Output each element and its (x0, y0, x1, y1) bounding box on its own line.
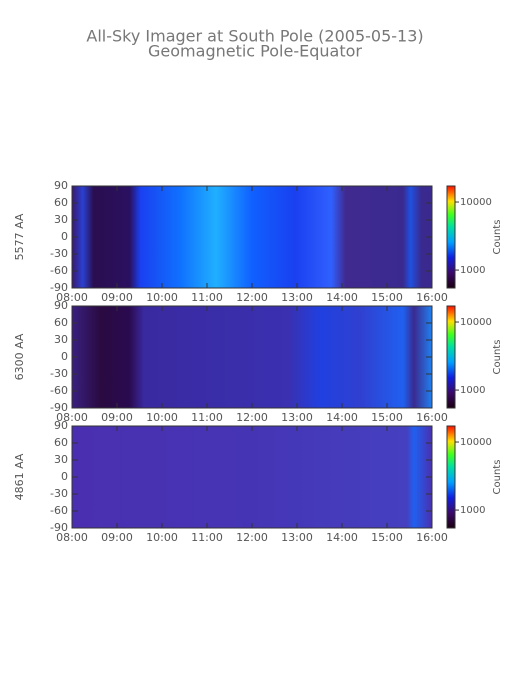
colorbar (446, 185, 456, 289)
x-tick-label: 14:00 (326, 411, 358, 424)
colorbar-tick-label: 10000 (460, 197, 492, 208)
x-tick-label: 15:00 (371, 411, 403, 424)
x-tick-label: 16:00 (416, 531, 448, 544)
y-tick-label: 90 (54, 419, 68, 432)
page-subtitle: Geomagnetic Pole-Equator (148, 42, 362, 61)
y-tick-label: 90 (54, 179, 68, 192)
x-tick-label: 12:00 (236, 531, 268, 544)
x-tick-label: 10:00 (146, 411, 178, 424)
y-tick-label: 0 (61, 350, 68, 363)
y-tick-label: -30 (50, 247, 68, 260)
x-tick-label: 16:00 (416, 291, 448, 304)
x-tick-label: 16:00 (416, 411, 448, 424)
colorbar-tick-label: 1000 (460, 265, 485, 276)
y-tick-label: -90 (50, 521, 68, 534)
colorbar-tick-label: 10000 (460, 437, 492, 448)
x-tick-label: 13:00 (281, 531, 313, 544)
y-tick-label: -60 (50, 504, 68, 517)
x-tick-label: 15:00 (371, 531, 403, 544)
colorbar-tick-label: 1000 (460, 385, 485, 396)
x-tick-label: 11:00 (191, 411, 223, 424)
y-tick-label: 0 (61, 470, 68, 483)
colorbar (446, 305, 456, 409)
colorbar-label: Counts (492, 220, 503, 255)
y-tick-label: 30 (54, 333, 68, 346)
heatmap-image (72, 426, 432, 528)
page-title: All-Sky Imager at South Pole (2005-05-13… (86, 27, 423, 46)
x-tick-label: 09:00 (101, 531, 133, 544)
y-tick-label: -90 (50, 401, 68, 414)
x-tick-label: 14:00 (326, 291, 358, 304)
y-tick-label: 90 (54, 299, 68, 312)
y-tick-label: 60 (54, 436, 68, 449)
x-tick-label: 09:00 (101, 411, 133, 424)
x-tick-label: 13:00 (281, 291, 313, 304)
y-tick-label: -60 (50, 264, 68, 277)
colorbar-label: Counts (492, 460, 503, 495)
colorbar-tick-label: 10000 (460, 317, 492, 328)
y-tick-label: -60 (50, 384, 68, 397)
y-axis-label: 4861 AA (13, 453, 26, 500)
x-tick-label: 14:00 (326, 531, 358, 544)
x-tick-label: 10:00 (146, 531, 178, 544)
y-axis-label: 6300 AA (13, 333, 26, 380)
colorbar-label: Counts (492, 340, 503, 375)
y-tick-label: 60 (54, 196, 68, 209)
x-tick-label: 11:00 (191, 291, 223, 304)
colorbar-tick-label: 1000 (460, 505, 485, 516)
y-tick-label: -30 (50, 487, 68, 500)
x-tick-label: 10:00 (146, 291, 178, 304)
y-tick-label: 60 (54, 316, 68, 329)
x-tick-label: 08:00 (56, 411, 88, 424)
x-tick-label: 11:00 (191, 531, 223, 544)
y-tick-label: 30 (54, 213, 68, 226)
y-tick-label: -30 (50, 367, 68, 380)
y-axis-label: 5577 AA (13, 213, 26, 260)
x-tick-label: 15:00 (371, 291, 403, 304)
x-tick-label: 12:00 (236, 411, 268, 424)
heatmap-image (72, 186, 432, 288)
x-tick-label: 13:00 (281, 411, 313, 424)
x-tick-label: 12:00 (236, 291, 268, 304)
x-tick-label: 09:00 (101, 291, 133, 304)
x-tick-label: 08:00 (56, 531, 88, 544)
y-tick-label: 30 (54, 453, 68, 466)
x-tick-label: 08:00 (56, 291, 88, 304)
colorbar (446, 425, 456, 529)
y-tick-label: -90 (50, 281, 68, 294)
y-tick-label: 0 (61, 230, 68, 243)
heatmap-image (72, 306, 432, 408)
